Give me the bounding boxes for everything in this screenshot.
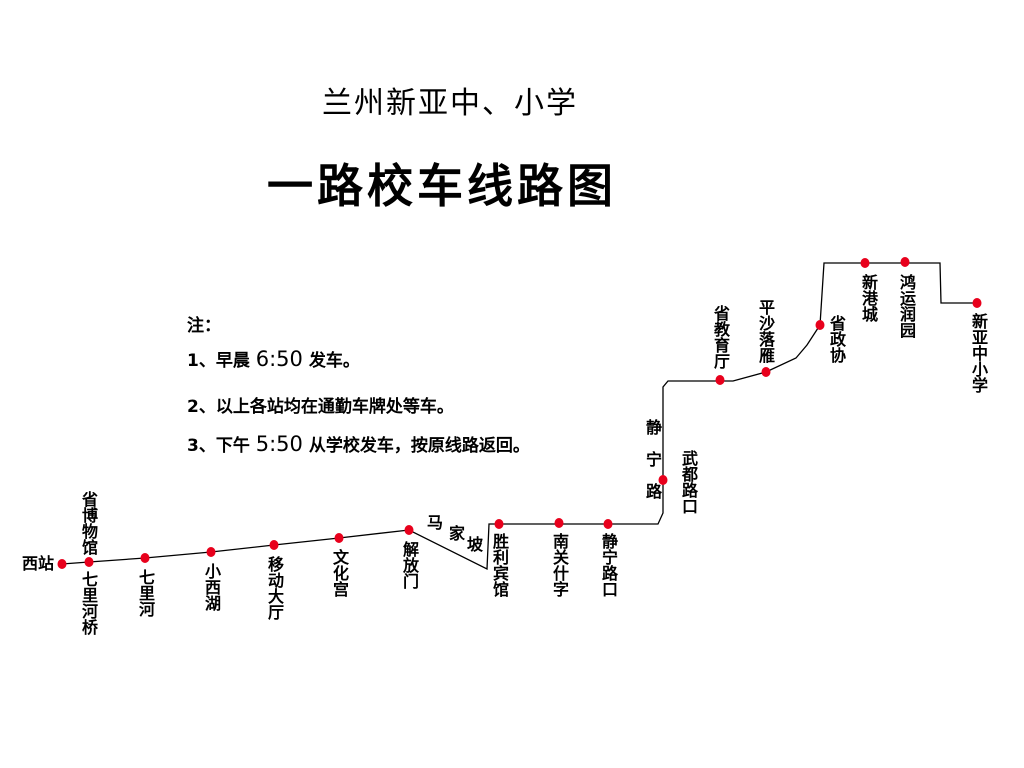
road-label: 家	[449, 524, 466, 543]
stop-marker	[494, 519, 504, 529]
stop-label: 西站	[22, 554, 55, 573]
note-1: 1、早晨 6:50 发车。	[187, 346, 360, 371]
stop-marker	[84, 557, 94, 567]
stop-label: 武都路口	[679, 450, 698, 514]
stop-marker	[900, 257, 910, 267]
stop-marker	[554, 518, 564, 528]
stop-marker	[860, 258, 870, 268]
stop-label: 鸿运润园	[897, 274, 916, 338]
note-text: 发车。	[302, 351, 360, 371]
stop-marker	[57, 559, 67, 569]
return-time: 5:50	[255, 432, 303, 456]
note-text: 2、以上各站均在通勤车牌处等车。	[187, 397, 454, 417]
stop-marker	[815, 320, 825, 330]
stop-label: 文化宫	[330, 549, 349, 597]
stop-label: 省博物馆	[79, 491, 98, 555]
stop-label: 新亚中小学	[969, 313, 988, 393]
note-3: 3、下午 5:50 从学校发车，按原线路返回。	[187, 431, 530, 456]
road-label: 马	[427, 513, 444, 532]
stop-label: 七里河	[136, 569, 155, 617]
school-title: 兰州新亚中、小学	[322, 86, 578, 121]
stop-marker	[140, 553, 150, 563]
road-label: 宁	[646, 450, 663, 469]
note-text: 3、下午	[187, 436, 256, 456]
stop-label: 七里河桥	[79, 571, 98, 635]
stop-label: 省教育厅	[711, 305, 730, 369]
note-text: 1、早晨	[187, 351, 256, 371]
notes-heading: 注：	[187, 316, 221, 336]
stop-marker	[206, 547, 216, 557]
stop-label: 南关什字	[550, 533, 569, 597]
stop-label: 胜利宾馆	[490, 533, 509, 597]
stop-label: 小西湖	[202, 563, 221, 611]
stop-marker	[715, 375, 725, 385]
stop-label: 静宁路口	[599, 533, 618, 597]
stop-marker	[603, 519, 613, 529]
route-line	[61, 262, 977, 571]
note-text: 从学校发车，按原线路返回。	[302, 436, 530, 456]
stop-label: 移动大厅	[265, 556, 284, 620]
stop-label: 平沙落雁	[756, 299, 775, 363]
map-title: 一路校车线路图	[267, 159, 617, 213]
stop-label: 新港城	[859, 274, 878, 322]
road-label: 静	[646, 418, 663, 437]
stop-marker	[269, 540, 279, 550]
stop-marker	[404, 525, 414, 535]
stop-label: 省政协	[827, 315, 846, 363]
stop-marker	[658, 475, 668, 485]
road-label: 坡	[467, 535, 484, 554]
stop-marker	[761, 367, 771, 377]
stop-marker	[972, 298, 982, 308]
departure-time: 6:50	[255, 347, 303, 371]
road-label: 路	[646, 482, 663, 501]
stop-label: 解放门	[400, 541, 419, 589]
stop-marker	[334, 533, 344, 543]
note-2: 2、以上各站均在通勤车牌处等车。	[187, 392, 454, 417]
